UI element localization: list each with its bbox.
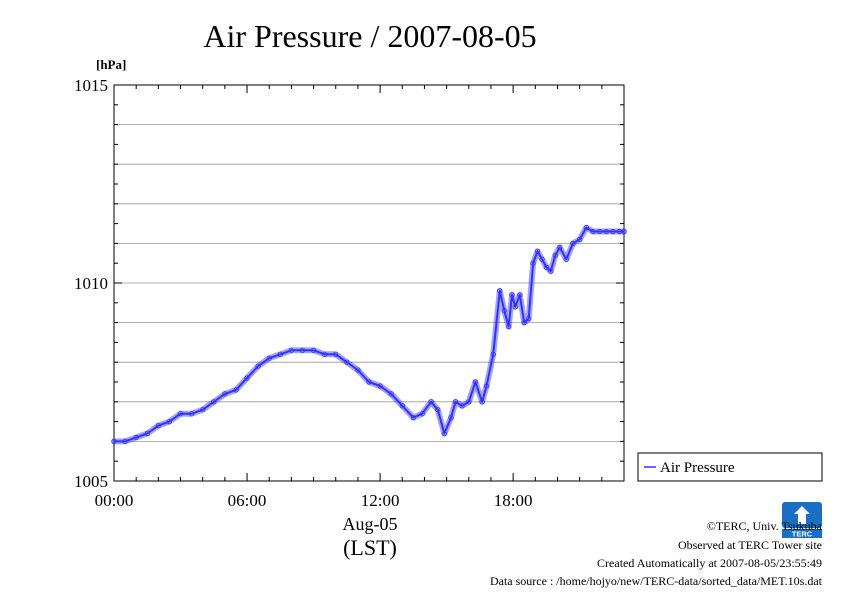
data-point [288,347,294,353]
data-point [466,399,472,405]
data-point [166,418,172,425]
data-point [435,407,441,413]
x-axis: 00:00 06:00 12:00 18:00 [95,85,625,510]
data-point [322,351,328,357]
observed-text: Observed at TERC Tower site [677,538,822,552]
data-point [299,347,306,353]
data-point [410,414,416,421]
y-tick-label: 1005 [74,472,108,491]
series-halo [111,224,627,445]
x-axis-label: (LST) [343,535,397,560]
data-point [539,256,545,262]
data-point [603,228,609,235]
series-layer [111,224,627,445]
data-point [610,228,616,235]
data-point [277,351,283,357]
y-tick-label: 1010 [74,274,108,293]
x-date-label: Aug-05 [343,514,398,534]
data-point [333,351,339,357]
data-point [111,438,117,444]
data-point [570,240,576,246]
data-point [266,355,272,361]
copyright-text: ©TERC, Univ. Tsukuba [706,519,822,533]
logo-text: TERC [792,530,813,539]
data-point [233,387,239,393]
y-unit-label: [hPa] [96,57,126,72]
data-point [517,292,523,298]
data-point [122,438,128,444]
data-point [472,379,478,385]
data-point [377,383,383,389]
data-point [211,399,217,405]
x-tick-label: 18:00 [494,491,533,510]
data-point [534,248,541,254]
data-point [543,264,550,270]
data-point [590,228,596,235]
data-point [244,375,250,381]
data-point [222,391,228,397]
data-point [399,403,405,409]
x-tick-label: 00:00 [95,491,134,510]
data-point [506,323,512,330]
data-point [428,399,434,405]
data-point [497,288,503,294]
data-point [521,319,527,326]
legend-label: Air Pressure [660,460,735,476]
y-tick-label: 1015 [74,76,108,95]
created-text: Created Automatically at 2007-08-05/23:5… [597,556,822,570]
source-text: Data source : /home/hojyo/new/TERC-data/… [489,574,822,588]
data-point [310,347,317,353]
data-point [577,236,583,242]
data-point [509,292,515,298]
series-line [114,226,624,443]
terc-logo: TERC [782,502,822,538]
data-point [177,411,184,417]
data-point [448,414,454,421]
data-point [388,391,394,397]
data-point [583,225,589,231]
legend-box [637,452,823,482]
legend: Air Pressure [637,452,823,482]
data-point [557,244,563,250]
data-point [490,351,496,357]
data-point [452,399,459,405]
x-tick-label: 12:00 [361,491,400,510]
data-point [563,256,569,262]
data-point [441,430,447,437]
data-point [483,383,490,389]
data-point [548,268,554,274]
data-point [596,228,603,235]
data-point [133,434,139,440]
data-point [344,359,350,365]
data-point [355,367,361,373]
data-point [501,308,507,314]
y-axis: 1005 1010 1015 [74,76,624,491]
grid-lines [114,124,624,442]
x-tick-label: 06:00 [228,491,267,510]
data-point [479,399,485,405]
data-point [144,430,150,437]
data-point [459,403,465,409]
data-point [552,252,558,258]
data-point [366,379,372,385]
data-point [189,411,195,417]
chart-title: Air Pressure / 2007-08-05 [203,18,536,54]
data-point [526,315,532,322]
data-point [512,304,518,310]
data-point [419,411,425,417]
data-point [530,260,536,266]
data-point [255,363,261,369]
data-point [155,422,161,429]
data-point [200,407,206,413]
data-point [621,228,627,235]
